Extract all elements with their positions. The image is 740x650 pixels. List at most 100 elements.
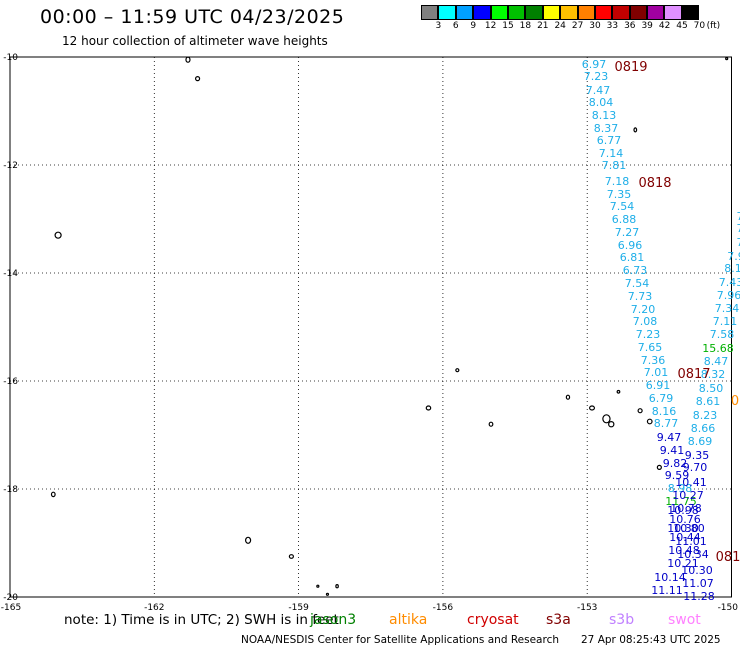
swh-value-label: 11.28 — [683, 590, 715, 603]
swh-value-label: 8.47 — [704, 355, 729, 368]
swh-value-label: 7.54 — [610, 200, 635, 213]
swh-value-label: 8.23 — [693, 409, 718, 422]
color-scale-label: 42 — [658, 21, 671, 31]
swh-value-label: 7.81 — [602, 159, 627, 172]
swh-value-label: 8.13 — [592, 109, 617, 122]
island-outline — [316, 584, 320, 588]
island-outline — [725, 57, 729, 61]
swh-value-label: 8.69 — [688, 435, 713, 448]
swh-value-label: 7.23 — [584, 70, 609, 83]
swh-value-label: 10.44 — [669, 531, 701, 544]
color-scale-legend — [421, 5, 700, 20]
latitude-tick-label: -20 — [3, 593, 18, 603]
island-outline — [633, 127, 638, 133]
color-swatch-24 — [542, 5, 561, 20]
mission-altika: altika — [389, 612, 428, 628]
island-outline — [589, 405, 596, 411]
swh-value-label: 10.41 — [675, 476, 707, 489]
color-swatch-70 — [681, 5, 700, 20]
longitude-tick-label: -150 — [718, 603, 739, 613]
swh-value-label: 9.70 — [683, 461, 708, 474]
swh-value-label: 7.34 — [715, 302, 740, 315]
swh-value-label: 10.76 — [669, 513, 701, 526]
latitude-tick-label: -10 — [3, 53, 18, 63]
swh-value-label: 11.07 — [682, 577, 714, 590]
color-swatch-6 — [438, 5, 456, 20]
swh-value-label: 10.27 — [672, 489, 704, 502]
swh-value-label: 9.41 — [660, 444, 685, 457]
island-outline — [608, 421, 615, 428]
color-scale-unit: (ft) — [706, 21, 721, 31]
swh-value-label: 7.96 — [717, 289, 740, 302]
swh-value-label: 7 — [737, 210, 740, 223]
island-outline — [637, 408, 643, 414]
latitude-tick-label: -18 — [3, 485, 18, 495]
color-scale-label: 36 — [624, 21, 636, 31]
color-swatch-30 — [577, 5, 595, 20]
swh-value-label: 8.61 — [696, 395, 721, 408]
page-subtitle: 12 hour collection of altimeter wave hei… — [62, 34, 328, 48]
generation-timestamp: 27 Apr 08:25:43 UTC 2025 — [581, 634, 721, 646]
color-scale-label: 45 — [676, 21, 688, 31]
swh-value-label: 7.08 — [633, 315, 658, 328]
swh-value-label: 10.48 — [668, 544, 700, 557]
color-scale-label: 15 — [502, 21, 514, 31]
island-outline — [54, 231, 62, 239]
mission-cryosat: cryosat — [467, 612, 519, 628]
swh-value-label: 9.59 — [665, 469, 690, 482]
swh-value-label: 6.81 — [620, 251, 645, 264]
longitude-tick-label: -156 — [433, 603, 454, 613]
color-scale-label: 24 — [554, 21, 566, 31]
swh-value-label: 7.18 — [605, 175, 630, 188]
swh-value-label: 6.73 — [623, 264, 648, 277]
swh-value-label: 7 — [737, 236, 740, 249]
swh-value-label: 7.27 — [615, 226, 640, 239]
island-outline — [646, 418, 653, 425]
page-title: 00:00 – 11:59 UTC 04/23/2025 — [40, 6, 345, 28]
swh-value-label: 7.23 — [636, 328, 661, 341]
island-outline — [455, 368, 460, 373]
color-scale-label: 3 — [435, 21, 442, 31]
color-swatch-27 — [560, 5, 578, 20]
swh-value-label: 7.9 — [727, 250, 740, 263]
color-scale-label: 39 — [641, 21, 653, 31]
island-outline — [425, 405, 432, 411]
swh-value-label: 9.82 — [663, 457, 688, 470]
color-swatch-33 — [594, 5, 613, 20]
map-frame — [9, 56, 732, 598]
swh-value-label: 8.16 — [652, 405, 677, 418]
color-scale-label: 27 — [571, 21, 584, 31]
swh-value-label: 7.36 — [641, 354, 666, 367]
swh-value-label: 8.66 — [691, 422, 716, 435]
swh-value-label: 8.1 — [724, 262, 740, 275]
credit-line: NOAA/NESDIS Center for Satellite Applica… — [241, 634, 559, 646]
color-scale-label: 21 — [537, 21, 549, 31]
latitude-tick-label: -16 — [3, 377, 18, 387]
swh-value-label: 8.37 — [594, 122, 619, 135]
color-scale-label: 30 — [589, 21, 601, 31]
island-outline — [185, 56, 191, 63]
island-outline — [656, 464, 662, 470]
swh-value-label: 11.01 — [675, 535, 707, 548]
swh-value-label: 7.47 — [586, 84, 611, 97]
color-scale-label: 70 — [693, 21, 706, 31]
color-swatch-9 — [455, 5, 474, 20]
mission-jason3: jason3 — [310, 612, 357, 628]
swh-value-label: 7.35 — [607, 188, 632, 201]
swh-value-label: 8.50 — [699, 382, 724, 395]
swh-value-label: 8.04 — [589, 96, 614, 109]
swh-value-label: 6.91 — [646, 379, 671, 392]
island-outline — [50, 491, 56, 498]
pass-time-label: 0818 — [638, 176, 671, 191]
swh-value-label: 9.35 — [685, 449, 710, 462]
island-outline — [194, 75, 201, 82]
swh-value-label: 6.97 — [582, 58, 607, 71]
swh-value-label: 6.96 — [618, 239, 643, 252]
mission-s3a: s3a — [546, 612, 571, 628]
swh-value-label: 6.79 — [649, 392, 674, 405]
longitude-tick-label: -153 — [577, 603, 597, 613]
color-scale-label: 12 — [484, 21, 497, 31]
longitude-tick-label: -159 — [288, 603, 309, 613]
island-outline — [602, 414, 611, 424]
swh-value-label: 7.14 — [599, 147, 624, 160]
